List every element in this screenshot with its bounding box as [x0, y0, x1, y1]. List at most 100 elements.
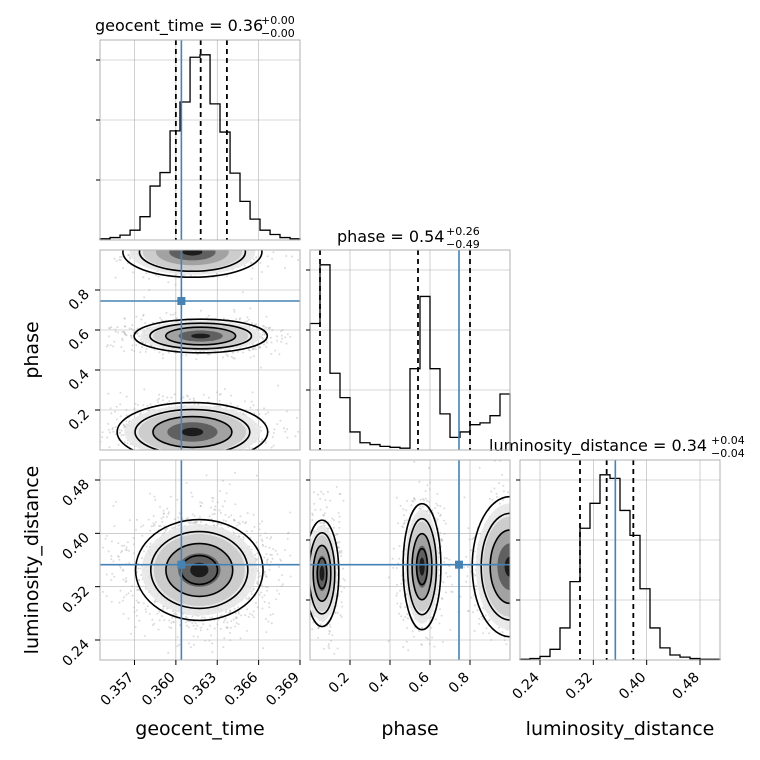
scatter-point — [328, 623, 331, 626]
scatter-point — [109, 327, 112, 330]
scatter-point — [332, 519, 335, 521]
scatter-point — [117, 331, 120, 334]
scatter-point — [141, 460, 143, 462]
scatter-point — [185, 624, 188, 627]
scatter-point — [172, 247, 174, 249]
scatter-point — [145, 272, 148, 275]
scatter-point — [252, 588, 255, 591]
scatter-point — [280, 340, 283, 343]
scatter-point — [260, 591, 263, 594]
scatter-point — [208, 229, 210, 231]
scatter-point — [195, 211, 197, 213]
scatter-point — [121, 339, 124, 342]
scatter-point — [154, 521, 157, 524]
scatter-point — [257, 583, 259, 586]
scatter-point — [266, 242, 268, 244]
scatter-point — [158, 453, 160, 455]
scatter-point — [300, 533, 302, 535]
scatter-point — [255, 323, 258, 326]
scatter-point — [113, 525, 116, 528]
scatter-point — [116, 452, 118, 454]
scatter-point — [249, 406, 252, 409]
scatter-point — [270, 622, 273, 625]
scatter-point — [193, 399, 196, 402]
scatter-point — [251, 530, 253, 533]
scatter-point — [317, 627, 320, 630]
scatter-point — [211, 513, 214, 516]
scatter-point — [258, 413, 261, 416]
scatter-point — [212, 453, 214, 455]
scatter-point — [143, 634, 146, 637]
scatter-point — [312, 530, 315, 532]
scatter-point — [249, 307, 252, 310]
scatter-point — [174, 352, 177, 354]
scatter-point — [211, 496, 214, 499]
scatter-point — [135, 528, 137, 531]
scatter-point — [268, 606, 271, 609]
scatter-point — [261, 324, 264, 327]
scatter-point — [242, 234, 244, 236]
scatter-point — [153, 469, 155, 471]
scatter-point — [222, 621, 225, 624]
scatter-point — [176, 467, 178, 469]
scatter-point — [117, 542, 120, 545]
scatter-point — [145, 348, 148, 351]
scatter-point — [198, 468, 200, 470]
scatter-point — [235, 622, 238, 624]
scatter-point — [192, 242, 194, 244]
scatter-point — [413, 497, 416, 500]
scatter-point — [127, 254, 130, 257]
scatter-point — [250, 463, 252, 465]
scatter-point — [101, 546, 104, 549]
scatter-point — [308, 566, 310, 568]
scatter-point — [236, 405, 239, 407]
scatter-point — [142, 404, 145, 407]
scatter-point — [201, 234, 203, 236]
scatter-point — [208, 240, 210, 242]
scatter-point — [113, 229, 115, 231]
scatter-point — [264, 585, 267, 588]
scatter-point — [256, 247, 258, 249]
scatter-point — [279, 558, 282, 561]
scatter-point — [115, 405, 118, 408]
scatter-point — [136, 332, 139, 335]
scatter-point — [119, 255, 121, 258]
scatter-point — [281, 337, 283, 340]
scatter-point — [265, 315, 268, 318]
xlabel-phase: phase — [381, 718, 438, 740]
scatter-point — [238, 522, 241, 525]
scatter-point — [119, 391, 122, 394]
scatter-point — [199, 242, 201, 244]
scatter-point — [186, 242, 188, 244]
scatter-point — [146, 605, 149, 608]
scatter-point — [113, 257, 116, 260]
scatter-point — [271, 436, 274, 439]
scatter-point — [156, 399, 159, 402]
scatter-point — [219, 392, 222, 395]
scatter-point — [193, 403, 196, 406]
scatter-point — [142, 524, 145, 527]
scatter-point — [237, 606, 240, 609]
scatter-point — [123, 317, 126, 320]
scatter-point — [226, 621, 229, 624]
scatter-point — [225, 492, 228, 495]
scatter-point — [232, 357, 235, 360]
scatter-point — [258, 440, 261, 443]
scatter-point — [52, 339, 54, 341]
scatter-point — [123, 325, 126, 328]
scatter-point — [302, 562, 304, 564]
scatter-point — [132, 329, 135, 332]
scatter-point — [305, 609, 307, 611]
scatter-point — [241, 215, 243, 217]
scatter-point — [236, 235, 238, 237]
scatter-point — [211, 248, 213, 250]
scatter-point — [161, 615, 163, 618]
scatter-point — [142, 313, 145, 316]
scatter-point — [211, 500, 214, 503]
scatter-point — [270, 536, 273, 539]
scatter-point — [122, 569, 124, 572]
scatter-point — [173, 526, 176, 529]
scatter-point — [236, 524, 239, 527]
scatter-point — [225, 626, 228, 629]
scatter-point — [256, 582, 258, 585]
